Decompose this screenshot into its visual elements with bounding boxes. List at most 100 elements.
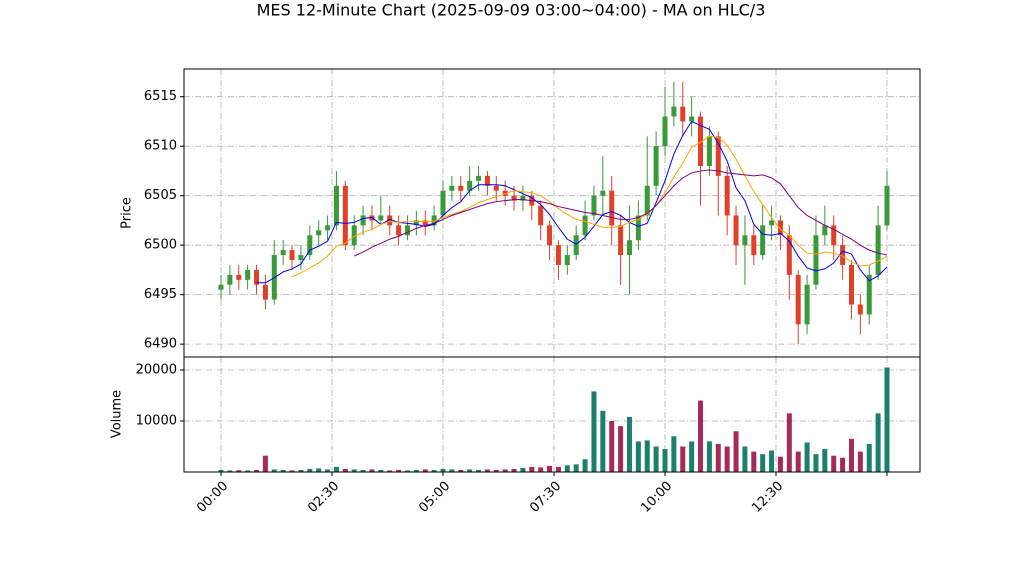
candle-body bbox=[325, 225, 331, 231]
x-tick-label: 10:00 bbox=[638, 479, 675, 516]
candle-body bbox=[582, 215, 588, 236]
candle-body bbox=[715, 136, 721, 176]
volume-bar bbox=[884, 367, 890, 472]
candle-body bbox=[724, 175, 730, 216]
volume-bar bbox=[698, 400, 704, 472]
candle-body bbox=[733, 215, 739, 246]
volume-bar bbox=[600, 410, 606, 472]
volume-bar bbox=[591, 391, 597, 472]
volume-bar bbox=[529, 466, 535, 472]
candle-body bbox=[751, 235, 757, 256]
y-tick-label: 6495 bbox=[144, 287, 177, 302]
volume-bar bbox=[635, 441, 641, 472]
candle-body bbox=[538, 205, 544, 226]
volume-bar bbox=[476, 469, 482, 472]
candle-body bbox=[795, 274, 801, 325]
candle-body bbox=[307, 235, 313, 256]
volume-bar bbox=[254, 469, 260, 472]
volume-bar bbox=[422, 469, 428, 472]
volume-panel-frame bbox=[183, 356, 921, 473]
volume-bar bbox=[804, 442, 810, 472]
price-panel-frame bbox=[183, 68, 921, 358]
candle-body bbox=[236, 274, 242, 280]
volume-bar bbox=[822, 449, 828, 472]
candle-body bbox=[653, 146, 659, 186]
volume-bar bbox=[769, 450, 775, 472]
candle-body bbox=[822, 225, 828, 236]
volume-bar bbox=[369, 469, 375, 472]
candle-body bbox=[706, 136, 712, 166]
volume-bar bbox=[431, 469, 437, 472]
candle-body bbox=[484, 175, 490, 186]
candle-body bbox=[840, 245, 846, 265]
candle-body bbox=[520, 195, 526, 201]
volume-bar bbox=[626, 416, 632, 472]
candle-body bbox=[387, 215, 393, 226]
volume-bar bbox=[360, 469, 366, 472]
volume-bar bbox=[449, 469, 455, 472]
candle-body bbox=[351, 225, 357, 246]
volume-bar bbox=[511, 468, 517, 472]
moving-average-line bbox=[353, 169, 888, 257]
candle-body bbox=[360, 215, 366, 226]
volume-bar bbox=[227, 470, 233, 472]
candle-body bbox=[813, 235, 819, 285]
volume-bar bbox=[573, 464, 579, 472]
volume-bar bbox=[404, 470, 410, 472]
volume-bar bbox=[653, 446, 659, 472]
candle-body bbox=[600, 190, 606, 196]
volume-bar bbox=[671, 436, 677, 472]
volume-bar bbox=[786, 413, 792, 472]
candle-body bbox=[511, 195, 517, 201]
candle-body bbox=[875, 225, 881, 275]
y-tick-label: 20000 bbox=[136, 363, 177, 378]
candle-body bbox=[742, 235, 748, 246]
price-axis-label: Price bbox=[120, 197, 135, 229]
volume-bar bbox=[848, 438, 854, 472]
candle-body bbox=[866, 274, 872, 315]
volume-bar bbox=[378, 469, 384, 472]
volume-bar bbox=[502, 469, 508, 472]
volume-bar bbox=[689, 441, 695, 472]
volume-bar bbox=[857, 451, 863, 472]
volume-bar bbox=[751, 451, 757, 472]
candle-body bbox=[493, 185, 499, 191]
x-tick-label: 05:00 bbox=[416, 479, 453, 516]
volume-bar bbox=[662, 449, 668, 472]
volume-bar bbox=[538, 467, 544, 472]
volume-bar bbox=[307, 468, 313, 472]
volume-bar bbox=[351, 469, 357, 472]
candle-body bbox=[680, 106, 686, 122]
y-tick-label: 6505 bbox=[144, 188, 177, 203]
volume-bar bbox=[396, 469, 402, 472]
y-tick-label: 10000 bbox=[136, 414, 177, 429]
chart-title: MES 12-Minute Chart (2025-09-09 03:00~04… bbox=[257, 1, 766, 20]
x-tick-label: 07:30 bbox=[527, 479, 564, 516]
candle-body bbox=[547, 225, 553, 246]
candle-body bbox=[884, 185, 890, 226]
candle-body bbox=[848, 264, 854, 305]
volume-bar bbox=[609, 421, 615, 472]
candle-body bbox=[644, 185, 650, 216]
y-tick-label: 6510 bbox=[144, 139, 177, 154]
candle-body bbox=[289, 250, 295, 261]
candle-body bbox=[413, 220, 419, 226]
candle-body bbox=[777, 220, 783, 236]
volume-bar bbox=[644, 440, 650, 472]
candle-body bbox=[467, 180, 473, 191]
candle-body bbox=[378, 215, 384, 221]
volume-bar bbox=[484, 469, 490, 472]
y-tick-label: 6500 bbox=[144, 238, 177, 253]
candle-body bbox=[342, 185, 348, 246]
candle-body bbox=[333, 185, 339, 226]
volume-bar bbox=[813, 454, 819, 472]
volume-bar bbox=[342, 468, 348, 472]
candle-body bbox=[449, 185, 455, 191]
volume-bar bbox=[387, 470, 393, 472]
volume-bar bbox=[742, 446, 748, 472]
candle-body bbox=[618, 225, 624, 256]
candle-body bbox=[440, 190, 446, 216]
candle-body bbox=[476, 175, 482, 181]
candle-body bbox=[831, 225, 837, 246]
